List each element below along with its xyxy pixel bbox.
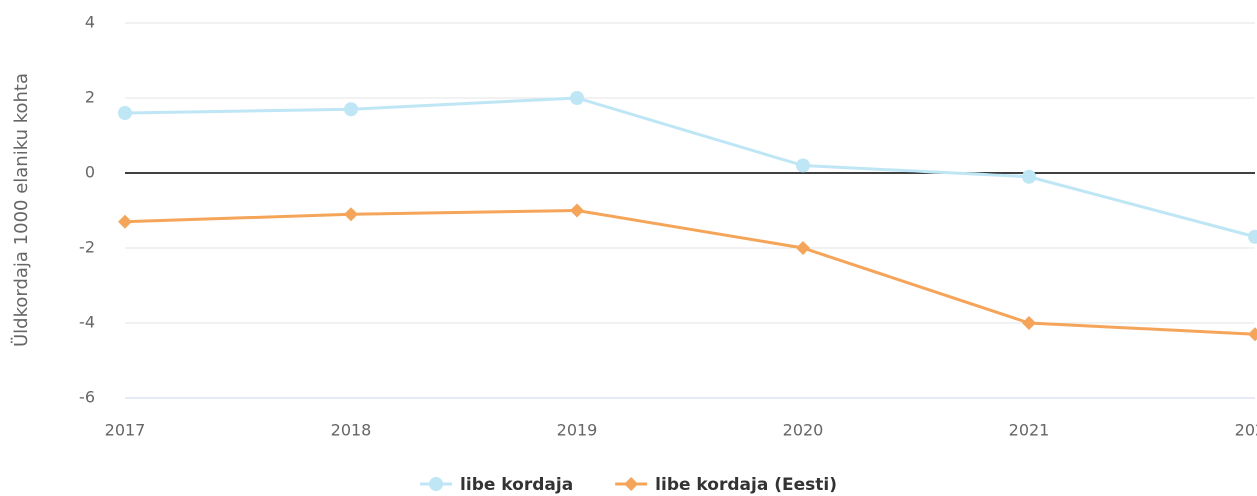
y-axis-label: Üldkordaja 1000 elaniku kohta bbox=[10, 73, 32, 347]
diamond-marker bbox=[1248, 327, 1257, 342]
circle-marker bbox=[1248, 229, 1257, 244]
legend-item: libe kordaja bbox=[420, 475, 573, 495]
x-tick-label: 2020 bbox=[783, 421, 824, 440]
y-tick-label: -6 bbox=[79, 388, 95, 407]
diamond-marker bbox=[118, 214, 132, 229]
circle-marker bbox=[118, 106, 132, 120]
diamond-marker bbox=[796, 241, 810, 255]
diamond-marker bbox=[1022, 316, 1036, 330]
circle-marker bbox=[570, 91, 584, 105]
circle-marker bbox=[429, 477, 444, 491]
y-tick-label: 0 bbox=[85, 163, 95, 182]
x-tick-label: 2018 bbox=[331, 421, 372, 440]
diamond-marker bbox=[624, 477, 639, 491]
x-tick-label: 2017 bbox=[105, 421, 146, 440]
legend-text: libe kordaja bbox=[460, 475, 573, 495]
legend: libe kordaja libe kordaja (Eesti) bbox=[420, 475, 837, 495]
circle-marker bbox=[344, 102, 358, 117]
y-tick-label: 2 bbox=[85, 88, 95, 107]
diamond-marker bbox=[570, 203, 584, 218]
y-tick-label: -2 bbox=[79, 238, 95, 257]
circle-marker bbox=[796, 158, 810, 173]
y-tick-label: -4 bbox=[79, 313, 95, 332]
x-tick-label: 2021 bbox=[1009, 421, 1050, 440]
series-line bbox=[124, 96, 1256, 239]
legend-item: libe kordaja (Eesti) bbox=[615, 475, 837, 495]
series-line bbox=[124, 208, 1256, 336]
legend-text: libe kordaja (Eesti) bbox=[655, 475, 837, 495]
diamond-marker bbox=[344, 207, 358, 222]
circle-marker bbox=[1022, 169, 1036, 184]
y-tick-label: 4 bbox=[85, 13, 95, 32]
x-tick-label: 2019 bbox=[557, 421, 598, 440]
x-tick-label: 2022 bbox=[1235, 421, 1257, 440]
